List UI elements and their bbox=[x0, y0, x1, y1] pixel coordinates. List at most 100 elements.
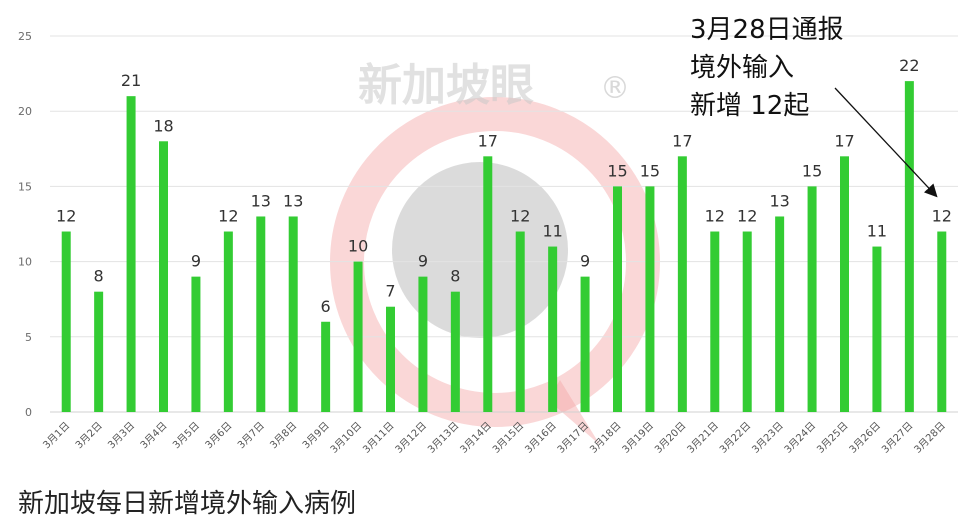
x-tick-label: 3月1日 bbox=[41, 420, 73, 452]
data-label: 8 bbox=[450, 267, 460, 286]
x-tick-label: 3月9日 bbox=[300, 420, 332, 452]
data-label: 11 bbox=[867, 222, 887, 241]
annotation-line-1: 3月28日通报 bbox=[690, 15, 844, 45]
data-label: 8 bbox=[94, 267, 104, 286]
bar bbox=[61, 231, 71, 412]
data-label: 12 bbox=[218, 207, 238, 226]
x-tick-label: 3月21日 bbox=[685, 420, 721, 456]
bar bbox=[450, 291, 460, 412]
gridlines bbox=[50, 35, 958, 413]
bar bbox=[321, 321, 331, 412]
annotation: 3月28日通报 境外输入 新增 12起 bbox=[690, 15, 938, 198]
x-tick-label: 3月28日 bbox=[912, 420, 948, 456]
data-label: 17 bbox=[834, 131, 854, 150]
y-tick-label: 10 bbox=[18, 256, 32, 269]
x-tick-label: 3月19日 bbox=[620, 420, 656, 456]
x-tick-label: 3月24日 bbox=[782, 420, 818, 456]
annotation-line-2: 境外输入 bbox=[690, 53, 794, 83]
x-tick-label: 3月20日 bbox=[652, 420, 688, 456]
watermark-registered-mark: ® bbox=[600, 71, 630, 106]
bar bbox=[548, 246, 558, 412]
bar bbox=[937, 231, 947, 412]
data-label: 15 bbox=[640, 161, 660, 180]
watermark-lens-icon bbox=[392, 162, 568, 338]
y-tick-label: 15 bbox=[18, 180, 32, 193]
data-label: 7 bbox=[385, 282, 395, 301]
x-tick-label: 3月2日 bbox=[73, 420, 105, 452]
y-tick-label: 0 bbox=[25, 406, 32, 419]
bar bbox=[807, 186, 817, 412]
bar bbox=[94, 291, 104, 412]
x-tick-label: 3月27日 bbox=[879, 420, 915, 456]
data-label: 17 bbox=[478, 131, 498, 150]
x-tick-label: 3月4日 bbox=[138, 420, 170, 452]
data-label: 12 bbox=[56, 207, 76, 226]
x-tick-label: 3月3日 bbox=[106, 420, 138, 452]
x-tick-label: 3月10日 bbox=[328, 420, 364, 456]
x-tick-label: 3月26日 bbox=[847, 420, 883, 456]
bar bbox=[126, 96, 136, 412]
y-tick-label: 20 bbox=[18, 105, 32, 118]
bar bbox=[904, 81, 914, 413]
bar bbox=[386, 306, 395, 412]
data-label: 13 bbox=[283, 191, 303, 210]
data-label: 9 bbox=[580, 252, 590, 271]
x-tick-label: 3月13日 bbox=[425, 420, 461, 456]
x-tick-label: 3月5日 bbox=[170, 420, 202, 452]
bar bbox=[775, 216, 785, 412]
data-label: 12 bbox=[705, 207, 725, 226]
bar bbox=[645, 186, 655, 412]
data-label: 15 bbox=[802, 161, 822, 180]
data-label: 10 bbox=[348, 237, 368, 256]
data-label: 6 bbox=[321, 297, 331, 316]
y-axis: 0 5 10 15 20 25 bbox=[18, 30, 32, 419]
data-label: 9 bbox=[191, 252, 201, 271]
watermark-text: 新加坡眼 bbox=[358, 60, 534, 111]
bar bbox=[613, 186, 622, 412]
bar bbox=[677, 156, 687, 412]
bar bbox=[191, 276, 201, 412]
bars bbox=[61, 81, 947, 413]
bar bbox=[710, 231, 720, 412]
data-label: 15 bbox=[607, 161, 627, 180]
x-tick-label: 3月23日 bbox=[750, 420, 786, 456]
bar bbox=[742, 231, 752, 412]
data-labels: 12 8 21 18 9 12 13 13 6 10 7 9 8 17 12 11 9 15 15 17 12 12 13 1… bbox=[56, 56, 952, 316]
data-label: 13 bbox=[769, 191, 789, 210]
data-label: 12 bbox=[737, 207, 757, 226]
bar bbox=[483, 156, 493, 412]
data-label: 18 bbox=[153, 116, 173, 135]
bar bbox=[256, 216, 266, 412]
bar bbox=[418, 276, 428, 412]
data-label: 17 bbox=[672, 131, 692, 150]
data-label: 21 bbox=[121, 71, 141, 90]
bar bbox=[288, 216, 298, 412]
bar bbox=[159, 141, 168, 412]
data-label: 22 bbox=[899, 56, 919, 75]
y-tick-label: 25 bbox=[18, 30, 32, 43]
bar bbox=[580, 276, 590, 412]
x-tick-label: 3月17日 bbox=[555, 420, 591, 456]
annotation-line-3: 新增 12起 bbox=[690, 91, 809, 121]
bar bbox=[223, 231, 233, 412]
x-tick-label: 3月6日 bbox=[203, 420, 235, 452]
x-tick-label: 3月16日 bbox=[523, 420, 559, 456]
bar bbox=[872, 246, 882, 412]
bar bbox=[353, 261, 363, 412]
x-tick-label: 3月7日 bbox=[235, 420, 267, 452]
data-label: 13 bbox=[251, 191, 271, 210]
x-tick-label: 3月11日 bbox=[360, 420, 396, 456]
data-label: 12 bbox=[510, 207, 530, 226]
bar bbox=[515, 231, 525, 412]
x-tick-label: 3月22日 bbox=[717, 420, 753, 456]
chart-title: 新加坡每日新增境外输入病例 bbox=[18, 489, 356, 519]
annotation-arrow-icon bbox=[834, 87, 938, 198]
bar bbox=[840, 156, 849, 412]
data-label: 11 bbox=[542, 222, 562, 241]
data-label: 9 bbox=[418, 252, 428, 271]
x-tick-label: 3月25日 bbox=[814, 420, 850, 456]
data-label: 12 bbox=[932, 207, 952, 226]
y-tick-label: 5 bbox=[25, 331, 32, 344]
x-tick-label: 3月12日 bbox=[393, 420, 429, 456]
